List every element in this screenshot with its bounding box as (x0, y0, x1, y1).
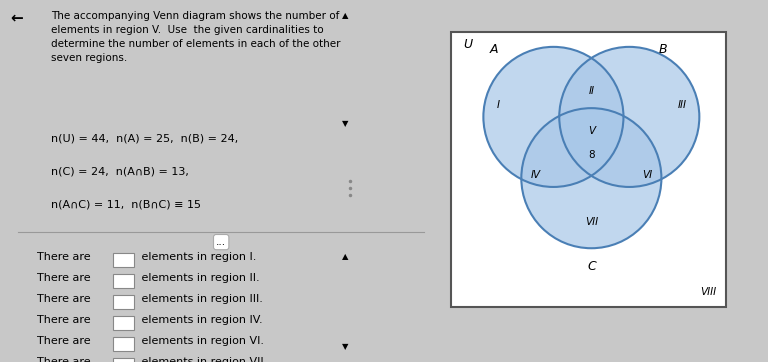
Circle shape (559, 47, 700, 187)
Text: The accompanying Venn diagram shows the number of
elements in region V.  Use  th: The accompanying Venn diagram shows the … (51, 11, 340, 63)
Text: III: III (677, 100, 687, 110)
Text: elements in region I.: elements in region I. (138, 252, 257, 262)
Text: There are: There are (37, 294, 94, 304)
Text: elements in region II.: elements in region II. (138, 273, 260, 283)
Text: elements in region III.: elements in region III. (138, 294, 263, 304)
Text: elements in region VI.: elements in region VI. (138, 336, 264, 346)
Text: VI: VI (642, 170, 652, 180)
FancyBboxPatch shape (113, 295, 134, 309)
Text: There are: There are (37, 336, 94, 346)
Text: ▼: ▼ (343, 342, 349, 351)
Text: There are: There are (37, 357, 94, 362)
Text: II: II (588, 86, 594, 96)
Circle shape (521, 108, 661, 248)
Text: 8: 8 (588, 150, 594, 160)
Circle shape (521, 108, 661, 248)
Text: n(U) = 44,  n(A) = 25,  n(B) = 24,: n(U) = 44, n(A) = 25, n(B) = 24, (51, 134, 238, 144)
FancyBboxPatch shape (113, 274, 134, 288)
Text: There are: There are (37, 273, 94, 283)
FancyBboxPatch shape (113, 358, 134, 362)
FancyBboxPatch shape (452, 32, 726, 307)
Text: n(C) = 24,  n(A∩B) = 13,: n(C) = 24, n(A∩B) = 13, (51, 167, 189, 177)
Text: C: C (587, 260, 596, 273)
Circle shape (483, 47, 624, 187)
Text: ▲: ▲ (343, 11, 349, 20)
Text: VII: VII (584, 217, 598, 227)
Text: IV: IV (531, 170, 541, 180)
Text: There are: There are (37, 252, 94, 262)
Text: U: U (463, 38, 472, 51)
Text: A: A (489, 43, 498, 56)
Text: elements in region IV.: elements in region IV. (138, 315, 263, 325)
Text: ...: ... (216, 237, 227, 247)
FancyBboxPatch shape (113, 316, 134, 330)
Text: ▲: ▲ (343, 252, 349, 261)
Text: B: B (658, 43, 667, 56)
Text: n(A∩C) = 11,  n(B∩C) ≡ 15: n(A∩C) = 11, n(B∩C) ≡ 15 (51, 199, 200, 209)
Text: elements in region VII.: elements in region VII. (138, 357, 267, 362)
Circle shape (483, 47, 624, 187)
FancyBboxPatch shape (113, 253, 134, 267)
FancyBboxPatch shape (113, 337, 134, 351)
Text: ▼: ▼ (343, 119, 349, 129)
Text: ←: ← (10, 11, 22, 26)
Text: There are: There are (37, 315, 94, 325)
Text: I: I (496, 100, 499, 110)
Text: VIII: VIII (700, 287, 716, 297)
Text: V: V (588, 126, 595, 136)
Circle shape (559, 47, 700, 187)
